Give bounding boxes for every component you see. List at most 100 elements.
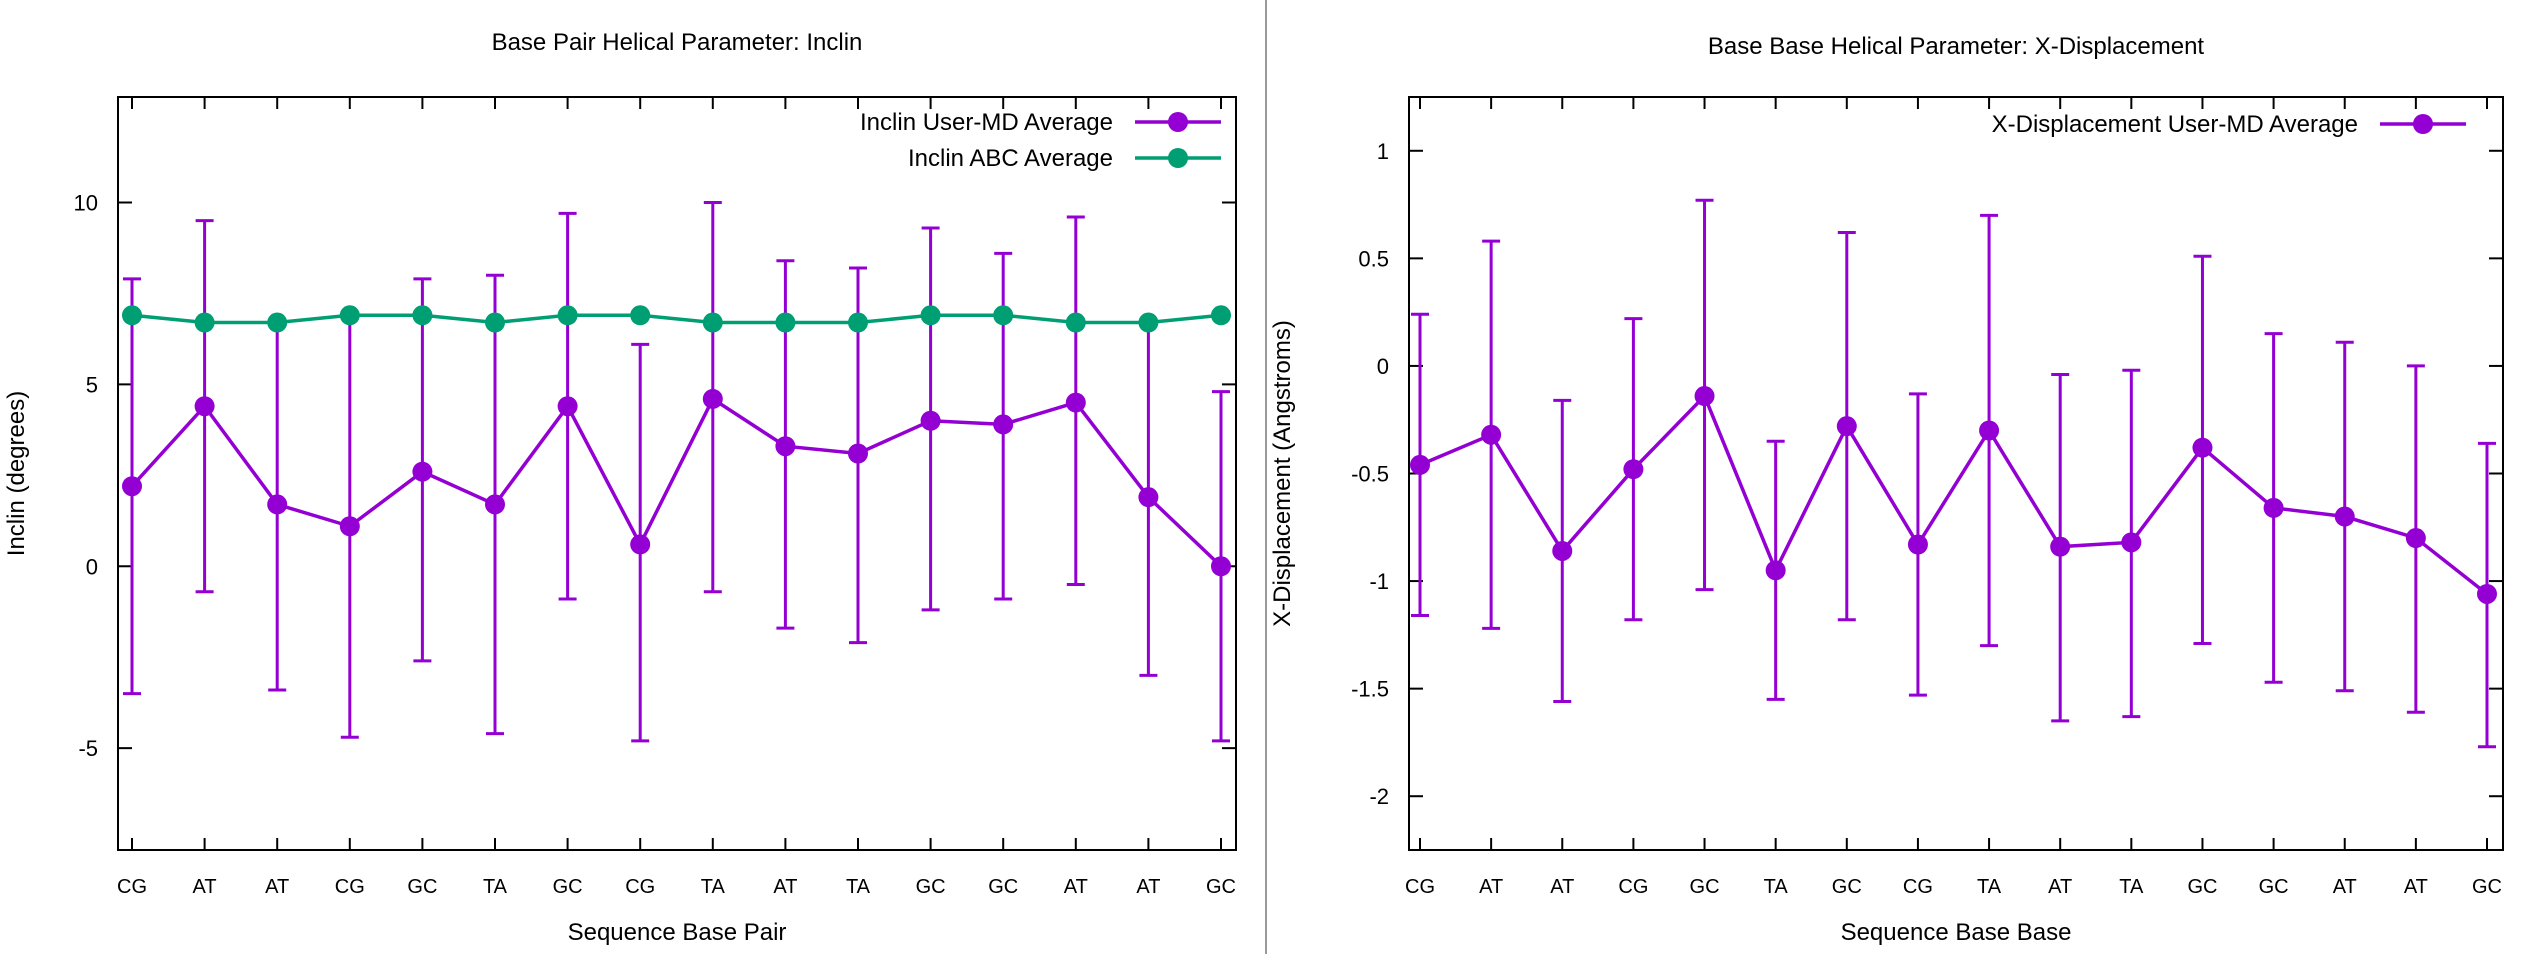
chart-title: Base Base Helical Parameter: X-Displacem… (1708, 33, 2205, 60)
series-line (131, 313, 1222, 325)
series-line (130, 396, 1223, 568)
x-tick-label: CG (1618, 876, 1648, 898)
x-tick-label: GC (2472, 876, 2502, 898)
data-point (1836, 416, 1857, 437)
x-tick-label: GC (988, 876, 1018, 898)
x-tick-label: AT (1064, 876, 1088, 898)
x-tick-label: GC (2187, 876, 2217, 898)
y-axis-label: X-Displacement (Angstroms) (1269, 320, 1296, 627)
data-point (2477, 583, 2497, 604)
data-point (2050, 536, 2071, 557)
series-2 (122, 305, 1231, 333)
x-tick-label: CG (335, 876, 365, 898)
x-tick-label: TA (1764, 876, 1789, 898)
x-tick-label: TA (2119, 876, 2144, 898)
data-point (920, 410, 941, 431)
x-tick-label: GC (407, 876, 437, 898)
x-tick-label: AT (193, 876, 217, 898)
x-tick-label: AT (773, 876, 797, 898)
data-point (412, 461, 433, 482)
chart-inclin: Base Pair Helical Parameter: Inclin Seque… (3, 29, 1237, 946)
data-point (2263, 497, 2284, 518)
x-tick-label: TA (1977, 876, 2002, 898)
data-point (339, 305, 360, 326)
y-tick-label: -0.5 (1351, 462, 1389, 487)
data-point (993, 305, 1014, 326)
data-point (1065, 392, 1086, 413)
x-tick-label: CG (1903, 876, 1933, 898)
data-point (194, 312, 215, 333)
series-1 (122, 200, 1231, 743)
data-point (557, 396, 578, 417)
data-point (1765, 560, 1786, 581)
data-point (1138, 487, 1159, 508)
data-point (1694, 386, 1715, 407)
data-point (339, 516, 360, 537)
x-tick-label: AT (2333, 876, 2357, 898)
legend-label: Inclin ABC Average (908, 145, 1113, 172)
data-point (2121, 532, 2142, 553)
data-point (267, 312, 288, 333)
data-point (485, 312, 505, 333)
legend-marker (1168, 112, 1188, 132)
y-axis-label: Inclin (degrees) (3, 391, 30, 556)
x-axis-label: Sequence Base Base (1841, 919, 2072, 946)
x-axis-label: Sequence Base Pair (568, 919, 787, 946)
x-tick-label: AT (1479, 876, 1503, 898)
data-point (630, 305, 651, 326)
data-point (122, 476, 142, 497)
data-point (485, 494, 505, 515)
y-tick-label: -1.5 (1351, 677, 1389, 702)
data-point (1410, 454, 1430, 475)
data-point (920, 305, 941, 326)
x-tick-label: GC (2259, 876, 2289, 898)
data-point (557, 305, 578, 326)
data-point (702, 388, 723, 409)
legend-label: X-Displacement User-MD Average (1992, 111, 2358, 138)
x-tick-label: CG (625, 876, 655, 898)
data-point (1552, 540, 1573, 561)
data-point (1211, 305, 1231, 326)
data-point (848, 312, 868, 333)
y-tick-label: -2 (1369, 784, 1389, 809)
x-tick-label: AT (1136, 876, 1160, 898)
data-point (1065, 312, 1086, 333)
data-point (775, 436, 796, 457)
data-point (2405, 528, 2426, 549)
data-point (1979, 420, 2000, 441)
data-point (993, 414, 1014, 435)
y-tick-label: -1 (1369, 569, 1389, 594)
y-tick-label: 0 (1377, 354, 1389, 379)
x-tick-label: CG (117, 876, 147, 898)
data-point (412, 305, 433, 326)
series-line (1419, 392, 2489, 596)
x-tick-label: CG (1405, 876, 1435, 898)
data-point (267, 494, 288, 515)
data-point (848, 443, 868, 464)
x-tick-label: TA (846, 876, 871, 898)
data-point (630, 534, 651, 555)
x-tick-label: TA (483, 876, 508, 898)
x-tick-label: GC (916, 876, 946, 898)
data-point (1623, 459, 1644, 480)
data-point (1907, 534, 1928, 555)
data-point (2334, 506, 2355, 527)
data-point (1211, 556, 1231, 577)
x-tick-label: GC (1832, 876, 1862, 898)
data-point (1481, 424, 1502, 445)
data-point (194, 396, 215, 417)
x-tick-label: AT (1550, 876, 1574, 898)
x-tick-label: AT (2048, 876, 2072, 898)
data-point (122, 305, 142, 326)
y-tick-label: 1 (1377, 139, 1389, 164)
series-1 (1410, 198, 2497, 749)
y-tick-label: 0.5 (1358, 246, 1389, 271)
legend-marker (2413, 114, 2433, 134)
data-point (702, 312, 723, 333)
x-tick-label: AT (265, 876, 289, 898)
x-tick-label: GC (553, 876, 583, 898)
y-tick-label: 5 (86, 372, 98, 397)
y-tick-label: 0 (86, 554, 98, 579)
chart-title: Base Pair Helical Parameter: Inclin (492, 29, 863, 56)
